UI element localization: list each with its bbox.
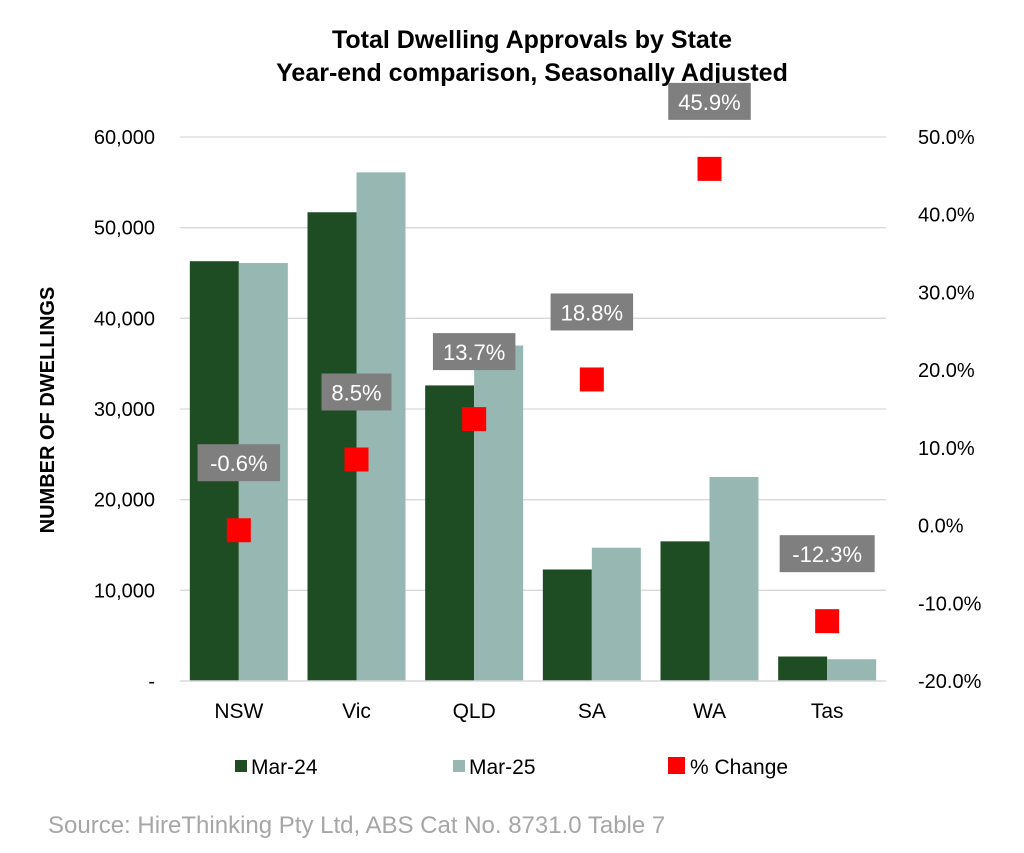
- bar-mar-24-sa: [542, 569, 592, 681]
- pct-change-marker: [697, 156, 722, 181]
- y-tick-label: 10,000: [94, 580, 155, 602]
- data-label-box: [668, 82, 751, 120]
- data-label-box: [432, 333, 516, 371]
- data-label: -12.3%: [792, 542, 862, 567]
- chart-title: Total Dwelling Approvals by State: [332, 26, 732, 54]
- y2-tick-label: 20.0%: [918, 360, 975, 382]
- bar-mar-24-wa: [660, 541, 710, 681]
- chart-subtitle: Year-end comparison, Seasonally Adjusted: [276, 59, 788, 87]
- data-label-box: [550, 293, 634, 331]
- data-label-box: [779, 535, 875, 573]
- y-tick-label: 40,000: [94, 308, 155, 330]
- data-label: 8.5%: [331, 381, 381, 406]
- x-tick-label: WA: [693, 700, 726, 723]
- y2-tick-label: 50.0%: [918, 127, 975, 149]
- y2-tick-label: 0.0%: [918, 516, 964, 538]
- data-label-box: [197, 444, 281, 482]
- legend-swatch-pct-change: [668, 757, 685, 774]
- x-tick-label: QLD: [453, 700, 496, 723]
- pct-change-marker: [344, 447, 369, 472]
- pct-change-marker: [462, 407, 487, 432]
- y-tick-label: 50,000: [94, 218, 155, 240]
- pct-change-marker: [226, 518, 251, 543]
- legend-label: Mar-24: [251, 756, 318, 779]
- y2-tick-label: -10.0%: [918, 593, 982, 615]
- pct-change-marker: [815, 609, 840, 634]
- x-tick-label: Tas: [811, 700, 844, 723]
- bar-mar-24-tas: [778, 656, 828, 681]
- data-label: 18.8%: [561, 300, 623, 325]
- legend-swatch-mar-25: [453, 760, 465, 772]
- data-label-box: [321, 373, 392, 411]
- source-note: Source: HireThinking Pty Ltd, ABS Cat No…: [48, 812, 666, 839]
- data-label: 13.7%: [443, 340, 505, 365]
- legend-label: % Change: [690, 756, 788, 779]
- data-label: -0.6%: [210, 451, 267, 476]
- legend-label: Mar-25: [469, 756, 536, 779]
- x-tick-label: SA: [578, 700, 606, 723]
- x-tick-label: NSW: [214, 700, 263, 723]
- y-axis-label: NUMBER OF DWELLINGS: [37, 287, 59, 534]
- bar-mar-24-qld: [425, 385, 475, 681]
- y-tick-label: 60,000: [94, 127, 155, 149]
- bar-mar-25-qld: [474, 345, 524, 681]
- x-tick-label: Vic: [342, 700, 371, 723]
- y2-tick-label: 40.0%: [918, 205, 975, 227]
- y-tick-label: -: [148, 671, 155, 693]
- data-label: 45.9%: [678, 90, 740, 115]
- bar-mar-25-tas: [827, 659, 877, 681]
- bar-mar-25-vic: [356, 172, 406, 682]
- bar-mar-25-sa: [591, 547, 641, 681]
- legend-swatch-mar-24: [235, 760, 247, 772]
- y2-tick-label: -20.0%: [918, 671, 982, 693]
- y-tick-label: 30,000: [94, 399, 155, 421]
- y-tick-label: 20,000: [94, 490, 155, 512]
- pct-change-marker: [579, 367, 604, 392]
- bar-mar-25-wa: [709, 477, 759, 681]
- y2-tick-label: 30.0%: [918, 282, 975, 304]
- y2-tick-label: 10.0%: [918, 438, 975, 460]
- bar-mar-24-vic: [307, 212, 357, 681]
